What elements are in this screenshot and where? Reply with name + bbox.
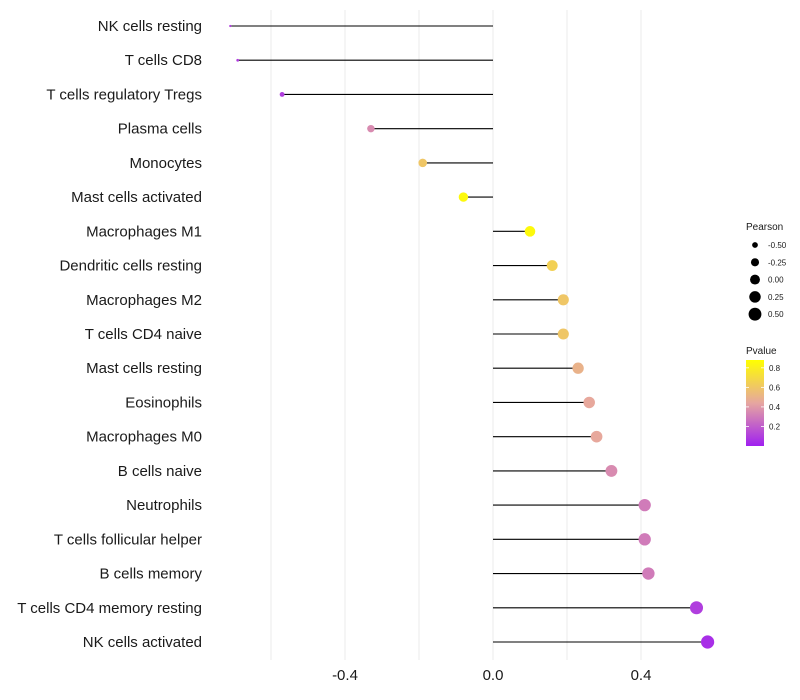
category-label: Plasma cells bbox=[118, 121, 202, 138]
lollipop-dot bbox=[605, 464, 618, 477]
pvalue-colorbar bbox=[746, 360, 764, 446]
category-label: Eosinophils bbox=[125, 394, 202, 411]
pearson-size-legend: Pearson -0.50 -0.25 0.00 0.25 0.50 bbox=[746, 222, 787, 321]
lollipop-dots bbox=[229, 24, 715, 649]
lollipop-dot bbox=[546, 260, 558, 272]
category-label: Monocytes bbox=[129, 155, 202, 172]
pvalue-legend-title: Pvalue bbox=[746, 346, 777, 357]
lollipop-dot bbox=[524, 226, 536, 237]
lollipop-dot bbox=[367, 124, 375, 133]
lollipop-dot bbox=[557, 294, 569, 306]
lollipop-dot bbox=[458, 192, 469, 202]
category-label: Mast cells resting bbox=[86, 360, 202, 377]
pvalue-legend-label: 0.4 bbox=[769, 403, 781, 412]
lollipop-dot bbox=[557, 328, 569, 340]
pearson-legend-label: 0.25 bbox=[768, 293, 784, 302]
category-labels: NK cells resting T cells CD8 T cells regul… bbox=[17, 18, 202, 651]
category-label: T cells follicular helper bbox=[54, 531, 202, 548]
lollipop-dot bbox=[590, 430, 603, 443]
x-tick-label: -0.4 bbox=[332, 667, 358, 684]
pearson-legend-label: -0.25 bbox=[768, 258, 787, 267]
category-label: Dendritic cells resting bbox=[59, 258, 202, 275]
x-axis-tick-labels: -0.4 0.0 0.4 bbox=[332, 667, 651, 684]
lollipop-dot bbox=[229, 24, 232, 28]
lollipop-dot bbox=[572, 362, 584, 374]
lollipop-dot bbox=[638, 533, 651, 546]
category-label: NK cells resting bbox=[98, 18, 202, 35]
category-label: B cells naive bbox=[118, 463, 202, 480]
lollipop-stems bbox=[230, 25, 708, 643]
pearson-legend-title: Pearson bbox=[746, 222, 783, 233]
pvalue-legend-label: 0.6 bbox=[769, 383, 781, 392]
category-label: Neutrophils bbox=[126, 497, 202, 514]
category-label: B cells memory bbox=[99, 566, 202, 583]
lollipop-dot bbox=[700, 635, 715, 649]
lollipop-dot bbox=[418, 158, 427, 168]
lollipop-dot bbox=[236, 58, 240, 62]
pearson-legend-key bbox=[752, 242, 758, 248]
x-tick-label: 0.0 bbox=[483, 667, 504, 684]
category-label: Macrophages M1 bbox=[86, 223, 202, 240]
category-label: Mast cells activated bbox=[71, 189, 202, 206]
lollipop-dot bbox=[583, 396, 595, 409]
category-label: T cells CD8 bbox=[125, 52, 202, 69]
pearson-legend-key bbox=[750, 274, 760, 285]
category-label: NK cells activated bbox=[83, 634, 202, 651]
lollipop-dot bbox=[638, 498, 651, 512]
lollipop-dot bbox=[279, 92, 285, 97]
category-label: T cells regulatory Tregs bbox=[46, 86, 202, 103]
pearson-legend-label: 0.00 bbox=[768, 276, 784, 285]
pearson-legend-key bbox=[748, 307, 762, 321]
lollipop-dot bbox=[689, 601, 704, 615]
pvalue-color-legend: Pvalue 0.8 0.6 0.4 0.2 bbox=[746, 346, 781, 446]
pvalue-legend-label: 0.8 bbox=[769, 364, 781, 373]
category-label: Macrophages M2 bbox=[86, 292, 202, 309]
pearson-legend-key bbox=[750, 258, 760, 267]
category-label: T cells CD4 naive bbox=[85, 326, 202, 343]
pearson-legend-label: 0.50 bbox=[768, 310, 784, 319]
category-label: T cells CD4 memory resting bbox=[17, 600, 202, 617]
lollipop-dot bbox=[642, 567, 655, 580]
pearson-legend-label: -0.50 bbox=[768, 241, 787, 250]
pvalue-legend-label: 0.2 bbox=[769, 422, 781, 431]
category-label: Macrophages M0 bbox=[86, 429, 202, 446]
grid-lines bbox=[270, 10, 642, 660]
pearson-legend-key bbox=[749, 291, 761, 303]
x-tick-label: 0.4 bbox=[631, 667, 652, 684]
